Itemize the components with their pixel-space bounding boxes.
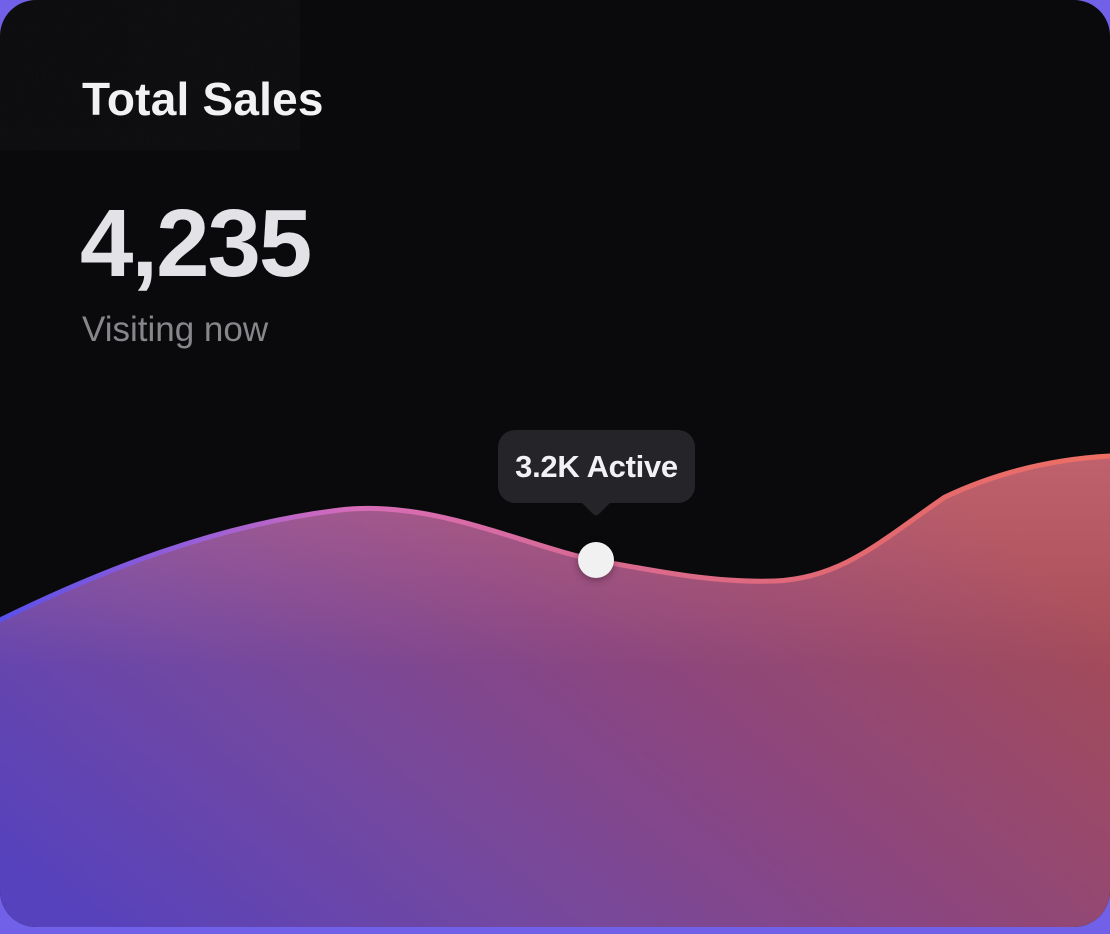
area-line	[0, 453, 1110, 623]
tooltip-label: 3.2K Active	[515, 449, 678, 484]
visiting-now-label: Visiting now	[82, 310, 269, 349]
total-sales-value: 4,235	[80, 190, 312, 297]
active-tooltip: 3.2K Active	[498, 430, 695, 503]
card-title: Total Sales	[82, 73, 324, 125]
hover-marker[interactable]	[578, 542, 614, 578]
area-top-highlight	[0, 456, 1110, 927]
sales-area-chart[interactable]	[0, 429, 1110, 927]
